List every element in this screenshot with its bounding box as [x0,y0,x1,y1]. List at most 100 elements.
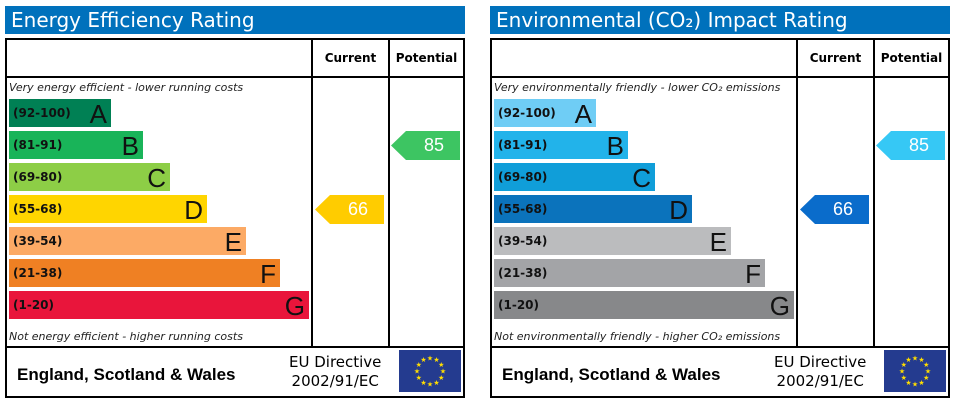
band-letter: D [184,195,203,225]
rating-band-a: (92-100) A [9,99,111,129]
rating-band-b: (81-91) B [9,131,143,161]
svg-text:★: ★ [912,355,918,363]
arrow-current-rating: 66 [800,194,869,224]
potential-rating-value: 85 [908,134,930,155]
chart-title: Environmental (CO₂) Impact Rating [490,6,950,34]
arrow-current-rating: 66 [315,194,384,224]
footer-region-label: England, Scotland & Wales [17,365,236,384]
svg-text:★: ★ [438,374,444,382]
svg-text:★: ★ [438,361,444,369]
rating-band-b: (81-91) B [494,131,628,161]
rating-band-c: (69-80) C [9,163,170,193]
band-letter: E [709,227,727,257]
svg-text:★: ★ [912,381,918,389]
column-divider [796,40,798,347]
rating-band-e: (39-54) E [494,227,731,257]
svg-text:★: ★ [416,361,422,369]
header-divider [492,76,948,78]
band-letter: A [574,99,592,129]
band-range: (55-68) [498,202,548,216]
eu-directive-label: EU Directive 2002/91/EC [774,353,866,391]
band-letter: A [89,99,107,129]
column-header-current: Current [809,51,862,65]
band-range: (92-100) [13,106,71,120]
rating-band-g: (1-20) G [9,291,309,321]
bottom-caption: Not energy efficient - higher running co… [9,330,243,343]
band-range: (55-68) [13,202,63,216]
svg-text:★: ★ [433,356,439,364]
rating-band-g: (1-20) G [494,291,794,321]
svg-text:★: ★ [420,356,426,364]
eu-flag-icon: ★ ★ ★ ★ ★ ★ ★ ★ ★ ★ ★ ★ [884,350,946,392]
band-range: (69-80) [13,170,63,184]
band-letter: C [632,163,651,193]
svg-text:★: ★ [918,379,924,387]
band-letter: G [769,291,790,321]
header-divider [7,76,463,78]
column-header-potential: Potential [395,51,458,65]
footer-divider [492,346,948,348]
svg-text:★: ★ [901,361,907,369]
top-caption: Very energy efficient - lower running co… [9,81,244,94]
arrow-potential-rating: 85 [876,130,945,160]
rating-band-d: (55-68) D [494,195,692,225]
column-divider [873,40,875,347]
svg-text:★: ★ [918,356,924,364]
band-range: (39-54) [13,234,63,248]
footer-divider [7,346,463,348]
band-range: (81-91) [498,138,548,152]
potential-rating-value: 85 [423,134,445,155]
column-divider [311,40,313,347]
rating-band-f: (21-38) F [494,259,765,289]
svg-text:★: ★ [420,379,426,387]
band-letter: G [284,291,305,321]
rating-band-a: (92-100) A [494,99,596,129]
rating-band-e: (39-54) E [9,227,246,257]
band-letter: B [606,131,624,161]
rating-band-f: (21-38) F [9,259,280,289]
band-range: (21-38) [13,266,63,280]
column-header-potential: Potential [880,51,943,65]
directive-line-1: EU Directive [774,353,867,371]
svg-text:★: ★ [925,368,931,376]
svg-text:★: ★ [414,368,420,376]
band-letter: B [121,131,139,161]
svg-text:★: ★ [905,356,911,364]
svg-text:★: ★ [440,368,446,376]
footer-region-label: England, Scotland & Wales [502,365,721,384]
eu-flag-icon: ★ ★ ★ ★ ★ ★ ★ ★ ★ ★ ★ ★ [399,350,461,392]
band-range: (21-38) [498,266,548,280]
svg-text:★: ★ [901,374,907,382]
svg-text:★: ★ [899,368,905,376]
band-range: (1-20) [13,298,54,312]
band-letter: D [669,195,688,225]
svg-text:★: ★ [905,379,911,387]
directive-line-2: 2002/91/EC [776,372,864,390]
band-letter: E [224,227,242,257]
bottom-caption: Not environmentally friendly - higher CO… [494,330,781,343]
directive-line-1: EU Directive [289,353,382,371]
top-caption: Very environmentally friendly - lower CO… [494,81,781,94]
svg-text:★: ★ [433,379,439,387]
eu-directive-label: EU Directive 2002/91/EC [289,353,381,391]
rating-box: Current Potential Very environmentally fri… [490,38,950,398]
directive-line-2: 2002/91/EC [291,372,379,390]
arrow-potential-rating: 85 [391,130,460,160]
band-range: (39-54) [498,234,548,248]
band-letter: C [147,163,166,193]
svg-text:★: ★ [923,374,929,382]
environmental-impact-panel: Environmental (CO₂) Impact Rating Current… [490,6,952,398]
current-rating-value: 66 [347,198,369,219]
current-rating-value: 66 [832,198,854,219]
column-divider [388,40,390,347]
band-letter: F [745,259,761,289]
band-range: (81-91) [13,138,63,152]
svg-text:★: ★ [427,355,433,363]
energy-efficiency-panel: Energy Efficiency Rating Current Potential… [5,6,467,398]
band-letter: F [260,259,276,289]
rating-box: Current Potential Very energy efficient - … [5,38,465,398]
column-header-current: Current [324,51,377,65]
svg-text:★: ★ [923,361,929,369]
chart-title: Energy Efficiency Rating [5,6,465,34]
svg-text:★: ★ [416,374,422,382]
